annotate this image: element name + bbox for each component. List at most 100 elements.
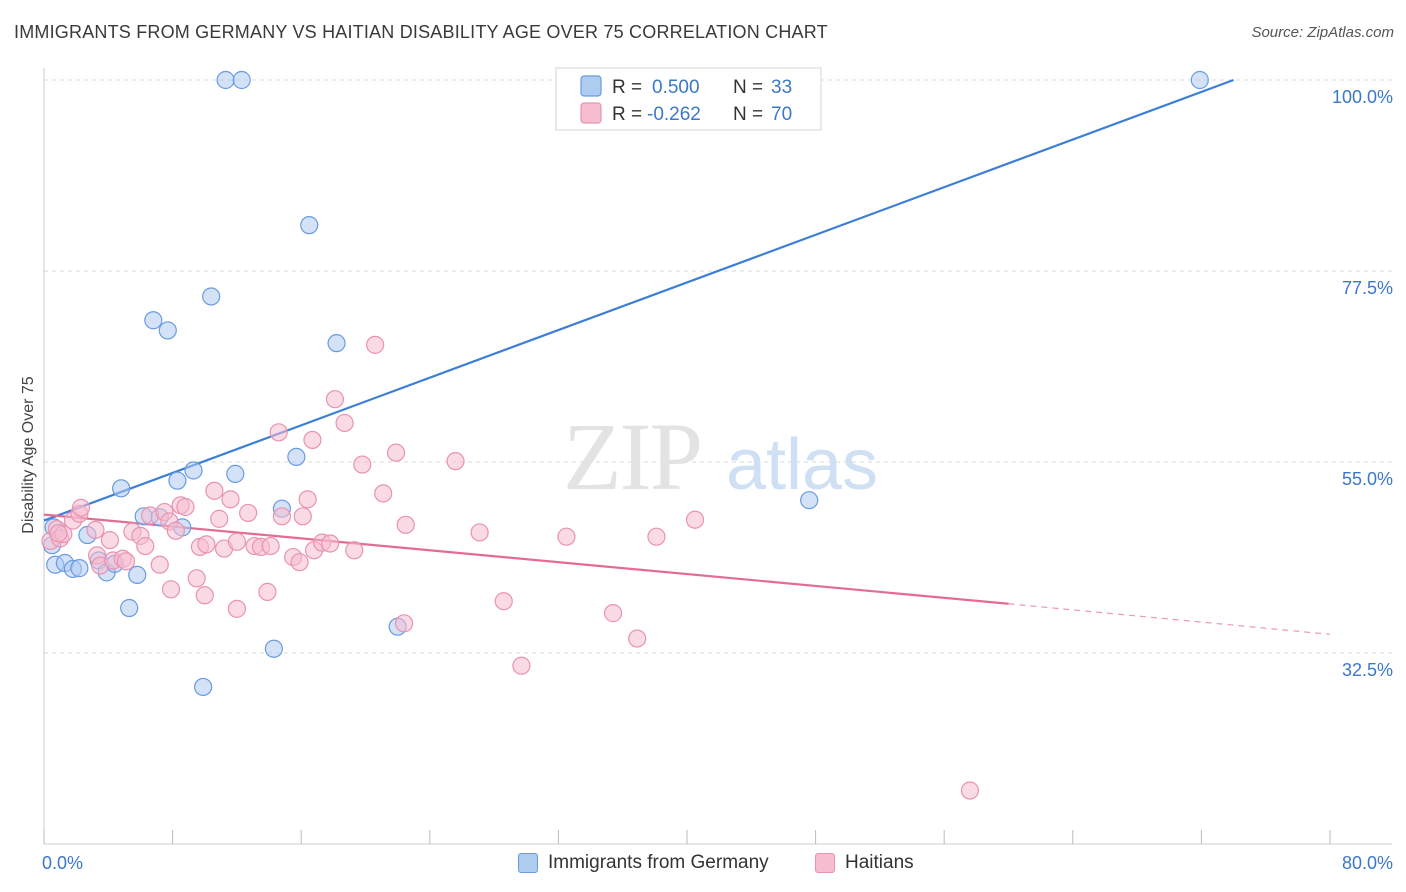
- y-tick-label: 32.5%: [1342, 660, 1393, 680]
- point-haitians[interactable]: [603, 604, 623, 623]
- watermark: ZIP atlas: [563, 403, 878, 510]
- legend-label-germany: Immigrants from Germany: [548, 852, 769, 873]
- point-germany[interactable]: [1190, 70, 1209, 90]
- legend-r-value: 0.500: [652, 77, 700, 98]
- point-haitians[interactable]: [470, 523, 489, 542]
- legend-item-germany[interactable]: Immigrants from Germany: [518, 852, 769, 874]
- point-haitians[interactable]: [258, 582, 277, 601]
- point-haitians[interactable]: [166, 521, 185, 540]
- trend-line-haitians: [43, 513, 1009, 605]
- point-haitians[interactable]: [321, 534, 340, 553]
- legend-swatch-germany: [518, 853, 538, 873]
- legend-n-value: 70: [771, 104, 792, 125]
- trend-extension-haitians: [1008, 603, 1331, 635]
- legend-item-haitians[interactable]: Haitians: [815, 852, 914, 874]
- point-germany[interactable]: [194, 677, 213, 697]
- point-haitians[interactable]: [272, 507, 292, 526]
- point-haitians[interactable]: [227, 532, 246, 551]
- point-haitians[interactable]: [205, 481, 224, 500]
- point-germany[interactable]: [800, 491, 819, 510]
- point-haitians[interactable]: [261, 536, 280, 556]
- point-haitians[interactable]: [176, 497, 195, 517]
- point-haitians[interactable]: [210, 509, 229, 528]
- point-haitians[interactable]: [396, 515, 415, 534]
- point-haitians[interactable]: [239, 503, 258, 523]
- trend-line-germany: [43, 78, 1234, 522]
- point-haitians[interactable]: [512, 656, 531, 675]
- point-germany[interactable]: [120, 598, 139, 618]
- legend-swatch-germany: [580, 75, 602, 97]
- legend-n-label: N =: [733, 77, 763, 98]
- point-germany[interactable]: [168, 471, 187, 490]
- chart-title: IMMIGRANTS FROM GERMANY VS HAITIAN DISAB…: [14, 22, 828, 42]
- point-haitians[interactable]: [298, 490, 317, 509]
- point-germany[interactable]: [327, 334, 346, 353]
- point-haitians[interactable]: [269, 423, 288, 442]
- point-haitians[interactable]: [366, 335, 385, 354]
- point-germany[interactable]: [158, 321, 177, 340]
- point-haitians[interactable]: [353, 455, 372, 474]
- point-haitians[interactable]: [557, 527, 576, 546]
- y-tick-label: 77.5%: [1342, 278, 1393, 298]
- point-haitians[interactable]: [195, 586, 214, 605]
- point-germany[interactable]: [287, 447, 306, 467]
- gridlines: [44, 79, 1392, 654]
- point-haitians[interactable]: [116, 552, 136, 571]
- point-haitians[interactable]: [100, 530, 120, 550]
- point-haitians[interactable]: [628, 629, 647, 648]
- legend-label-haitians: Haitians: [845, 852, 914, 873]
- point-haitians[interactable]: [136, 536, 155, 556]
- axes: [43, 68, 1392, 845]
- point-haitians[interactable]: [386, 443, 406, 462]
- point-germany[interactable]: [264, 639, 283, 658]
- point-germany[interactable]: [128, 565, 147, 585]
- point-haitians[interactable]: [494, 592, 513, 611]
- point-germany[interactable]: [226, 464, 245, 483]
- point-haitians[interactable]: [290, 553, 309, 572]
- point-germany[interactable]: [112, 479, 131, 498]
- point-haitians[interactable]: [960, 781, 980, 800]
- data-points: [41, 70, 1209, 800]
- point-haitians[interactable]: [187, 569, 206, 588]
- point-haitians[interactable]: [227, 599, 246, 618]
- point-germany[interactable]: [202, 287, 221, 306]
- point-haitians[interactable]: [446, 452, 465, 471]
- point-haitians[interactable]: [86, 520, 105, 540]
- y-axis-label: Disability Age Over 75: [20, 376, 37, 534]
- point-germany[interactable]: [184, 461, 203, 480]
- point-haitians[interactable]: [71, 498, 91, 517]
- point-haitians[interactable]: [293, 507, 312, 526]
- point-haitians[interactable]: [335, 413, 354, 433]
- point-haitians[interactable]: [197, 535, 216, 554]
- point-haitians[interactable]: [345, 541, 364, 560]
- point-germany[interactable]: [232, 70, 251, 90]
- source-label: Source: ZipAtlas.com: [1251, 24, 1394, 41]
- point-germany[interactable]: [216, 70, 235, 90]
- point-haitians[interactable]: [303, 430, 322, 450]
- point-haitians[interactable]: [221, 490, 240, 509]
- watermark-zip: ZIP: [563, 403, 701, 510]
- point-haitians[interactable]: [647, 527, 666, 546]
- legend-swatch-haitians: [580, 102, 602, 124]
- point-germany[interactable]: [70, 559, 89, 578]
- legend-top: R = 0.500 N = 33 R = -0.262 N = 70: [555, 67, 822, 131]
- point-haitians[interactable]: [161, 580, 181, 599]
- legend-r-value: -0.262: [647, 104, 701, 125]
- point-haitians[interactable]: [49, 524, 68, 543]
- point-germany[interactable]: [144, 311, 163, 330]
- x-tick-label: 80.0%: [1342, 853, 1393, 873]
- trend-lines: [43, 78, 1331, 635]
- point-haitians[interactable]: [325, 390, 345, 409]
- legend-r-label: R =: [612, 104, 642, 125]
- point-haitians[interactable]: [394, 614, 414, 633]
- point-haitians[interactable]: [374, 484, 393, 503]
- watermark-atlas: atlas: [726, 425, 878, 505]
- point-haitians[interactable]: [150, 555, 169, 574]
- point-germany[interactable]: [300, 216, 319, 235]
- x-tick-label: 0.0%: [42, 853, 83, 873]
- point-haitians[interactable]: [685, 510, 705, 529]
- legend-n-label: N =: [733, 104, 763, 125]
- tick-labels: 100.0% 77.5% 55.0% 32.5% 0.0% 80.0%: [42, 87, 1393, 873]
- y-tick-label: 55.0%: [1342, 469, 1393, 489]
